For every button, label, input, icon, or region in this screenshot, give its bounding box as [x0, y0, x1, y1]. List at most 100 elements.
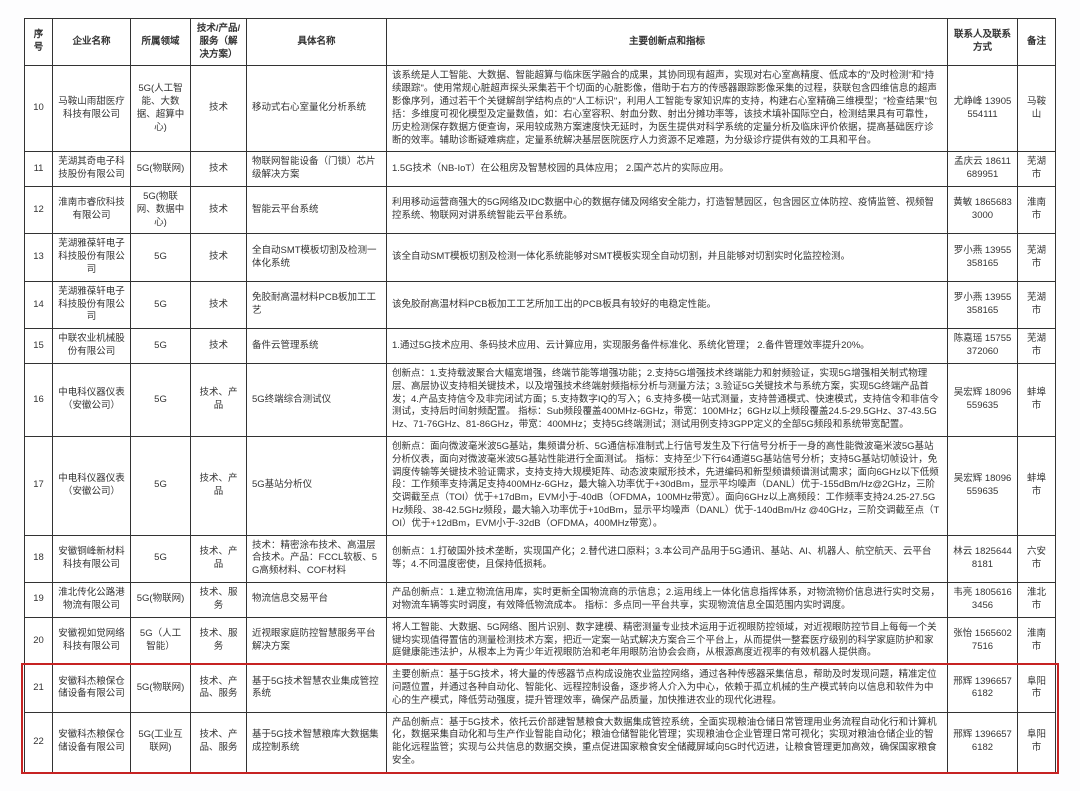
- cell-name: 免胶耐高温材料PCB板加工工艺: [247, 281, 387, 328]
- header-field: 所属领域: [131, 19, 191, 66]
- cell-detail: 创新点：面向微波毫米波5G基站，集频谱分析、5G通信标准制式上行信号发生及下行信…: [387, 436, 948, 535]
- cell-note: 马鞍山: [1018, 66, 1056, 152]
- cell-type: 技术: [191, 281, 247, 328]
- table-row: 12淮南市睿欣科技有限公司5G(物联网、数据中心)技术智能云平台系统利用移动运营…: [25, 186, 1056, 233]
- cell-field: 5G（人工智能）: [131, 617, 191, 664]
- cell-note: 淮南市: [1018, 186, 1056, 233]
- cell-type: 技术、产品、服务: [191, 712, 247, 772]
- cell-company: 安徽科杰粮保仓储设备有限公司: [53, 712, 131, 772]
- cell-note: 芜湖市: [1018, 234, 1056, 281]
- cell-contact: 孟庆云 18611689951: [948, 152, 1018, 187]
- header-seq: 序号: [25, 19, 53, 66]
- cell-company: 芜湖雅葆轩电子科技股份有限公司: [53, 281, 131, 328]
- cell-detail: 该免胶耐高温材料PCB板加工工艺所加工出的PCB板具有较好的电稳定性能。: [387, 281, 948, 328]
- cell-seq: 12: [25, 186, 53, 233]
- cell-detail: 该系统是人工智能、大数据、智能超算与临床医学融合的成果，其协同现有超声，实现对右…: [387, 66, 948, 152]
- cell-detail: 1.通过5G技术应用、条码技术应用、云计算应用，实现服务备件标准化、系统化管理；…: [387, 329, 948, 364]
- table-row: 21安徽科杰粮保仓储设备有限公司5G(物联网)技术、产品、服务基于5G技术智慧农…: [25, 665, 1056, 712]
- cell-type: 技术: [191, 234, 247, 281]
- cell-detail: 1.5G技术（NB-IoT）在公租房及智慧校园的具体应用； 2.国产芯片的实际应…: [387, 152, 948, 187]
- cell-type: 技术、产品: [191, 363, 247, 436]
- cell-type: 技术: [191, 66, 247, 152]
- cell-contact: 吴宏辉 18096559635: [948, 363, 1018, 436]
- cell-contact: 吴宏辉 18096559635: [948, 436, 1018, 535]
- cell-contact: 林云 18256448181: [948, 535, 1018, 582]
- table-row: 18安徽铜峰新材料科技有限公司5G技术、产品技术：精密涂布技术、高温层合技术。产…: [25, 535, 1056, 582]
- cell-note: 蚌埠市: [1018, 363, 1056, 436]
- cell-type: 技术、产品: [191, 436, 247, 535]
- table-row: 17中电科仪器仪表（安徽公司）5G技术、产品5G基站分析仪创新点：面向微波毫米波…: [25, 436, 1056, 535]
- cell-field: 5G(物联网): [131, 583, 191, 618]
- cell-field: 5G: [131, 363, 191, 436]
- cell-name: 移动式右心室量化分析系统: [247, 66, 387, 152]
- cell-note: 淮南市: [1018, 617, 1056, 664]
- cell-detail: 创新点：1.打破国外技术垄断，实现国产化；2.替代进口原料；3.本公司产品用于5…: [387, 535, 948, 582]
- cell-name: 物流信息交易平台: [247, 583, 387, 618]
- cell-field: 5G(物联网): [131, 152, 191, 187]
- cell-field: 5G(人工智能、大数据、超算中心): [131, 66, 191, 152]
- cell-contact: 邢辉 13966576182: [948, 665, 1018, 712]
- cell-name: 基于5G技术智慧粮库大数据集成控制系统: [247, 712, 387, 772]
- table-row: 19淮北传化公路港物流有限公司5G(物联网)技术、服务物流信息交易平台产品创新点…: [25, 583, 1056, 618]
- cell-name: 近视眼家庭防控智慧服务平台解决方案: [247, 617, 387, 664]
- cell-field: 5G: [131, 436, 191, 535]
- cell-type: 技术: [191, 186, 247, 233]
- table-row: 16中电科仪器仪表（安徽公司）5G技术、产品5G终端综合测试仪创新点：1.支持载…: [25, 363, 1056, 436]
- cell-seq: 20: [25, 617, 53, 664]
- cell-name: 技术：精密涂布技术、高温层合技术。产品：FCCL软板、5G高频材料、COF材料: [247, 535, 387, 582]
- cell-type: 技术: [191, 152, 247, 187]
- cell-type: 技术: [191, 329, 247, 364]
- cell-field: 5G: [131, 535, 191, 582]
- header-name: 具体名称: [247, 19, 387, 66]
- cell-note: 六安市: [1018, 535, 1056, 582]
- cell-name: 基于5G技术智慧农业集成管控系统: [247, 665, 387, 712]
- cell-field: 5G: [131, 234, 191, 281]
- cell-type: 技术、产品、服务: [191, 665, 247, 712]
- cell-seq: 18: [25, 535, 53, 582]
- cell-note: 芜湖市: [1018, 329, 1056, 364]
- table-row: 11芜湖其奇电子科技股份有限公司5G(物联网)技术物联网智能设备（门锁）芯片级解…: [25, 152, 1056, 187]
- cell-contact: 罗小燕 13955358165: [948, 281, 1018, 328]
- cell-seq: 22: [25, 712, 53, 772]
- cell-field: 5G: [131, 281, 191, 328]
- cell-detail: 利用移动运营商强大的5G网络及IDC数据中心的数据存储及网络安全能力，打造智慧园…: [387, 186, 948, 233]
- cell-contact: 尤峥峰 13905554111: [948, 66, 1018, 152]
- cell-field: 5G(物联网): [131, 665, 191, 712]
- cell-detail: 产品创新点：基于5G技术，依托云价部建智慧粮食大数据集成管控系统，全面实现粮油仓…: [387, 712, 948, 772]
- cell-detail: 产品创新点：1.建立物流信用库，实时更新全国物流商的示信息；2.运用线上一体化信…: [387, 583, 948, 618]
- cell-contact: 韦亮 18056163456: [948, 583, 1018, 618]
- header-type: 技术/产品/服务（解决方案）: [191, 19, 247, 66]
- cell-seq: 19: [25, 583, 53, 618]
- cell-company: 中电科仪器仪表（安徽公司）: [53, 436, 131, 535]
- cell-company: 中联农业机械股份有限公司: [53, 329, 131, 364]
- cell-note: 阜阳市: [1018, 712, 1056, 772]
- cell-note: 芜湖市: [1018, 281, 1056, 328]
- cell-company: 芜湖其奇电子科技股份有限公司: [53, 152, 131, 187]
- cell-company: 芜湖雅葆轩电子科技股份有限公司: [53, 234, 131, 281]
- cell-seq: 11: [25, 152, 53, 187]
- table-row: 13芜湖雅葆轩电子科技股份有限公司5G技术全自动SMT模板切割及检测一体化系统该…: [25, 234, 1056, 281]
- cell-field: 5G: [131, 329, 191, 364]
- cell-name: 智能云平台系统: [247, 186, 387, 233]
- cell-name: 备件云管理系统: [247, 329, 387, 364]
- cell-detail: 将人工智能、大数据、5G网络、图片识别、数字建模、精密测量专业技术运用于近视眼防…: [387, 617, 948, 664]
- cell-contact: 张怡 15656027516: [948, 617, 1018, 664]
- cell-seq: 21: [25, 665, 53, 712]
- cell-company: 淮北传化公路港物流有限公司: [53, 583, 131, 618]
- cell-contact: 邢辉 13966576182: [948, 712, 1018, 772]
- cell-seq: 14: [25, 281, 53, 328]
- header-row: 序号 企业名称 所属领域 技术/产品/服务（解决方案） 具体名称 主要创新点和指…: [25, 19, 1056, 66]
- header-company: 企业名称: [53, 19, 131, 66]
- cell-seq: 17: [25, 436, 53, 535]
- table-container: 序号 企业名称 所属领域 技术/产品/服务（解决方案） 具体名称 主要创新点和指…: [24, 18, 1056, 773]
- cell-contact: 陈嘉瑶 15755372060: [948, 329, 1018, 364]
- table-row: 20安徽视如觉网络科技有限公司5G（人工智能）技术、服务近视眼家庭防控智慧服务平…: [25, 617, 1056, 664]
- cell-detail: 该全自动SMT模板切割及检测一体化系统能够对SMT模板实现全自动切割，并且能够对…: [387, 234, 948, 281]
- cell-company: 淮南市睿欣科技有限公司: [53, 186, 131, 233]
- table-row: 14芜湖雅葆轩电子科技股份有限公司5G技术免胶耐高温材料PCB板加工工艺该免胶耐…: [25, 281, 1056, 328]
- header-contact: 联系人及联系方式: [948, 19, 1018, 66]
- cell-note: 淮北市: [1018, 583, 1056, 618]
- cell-type: 技术、服务: [191, 617, 247, 664]
- header-note: 备注: [1018, 19, 1056, 66]
- cell-note: 蚌埠市: [1018, 436, 1056, 535]
